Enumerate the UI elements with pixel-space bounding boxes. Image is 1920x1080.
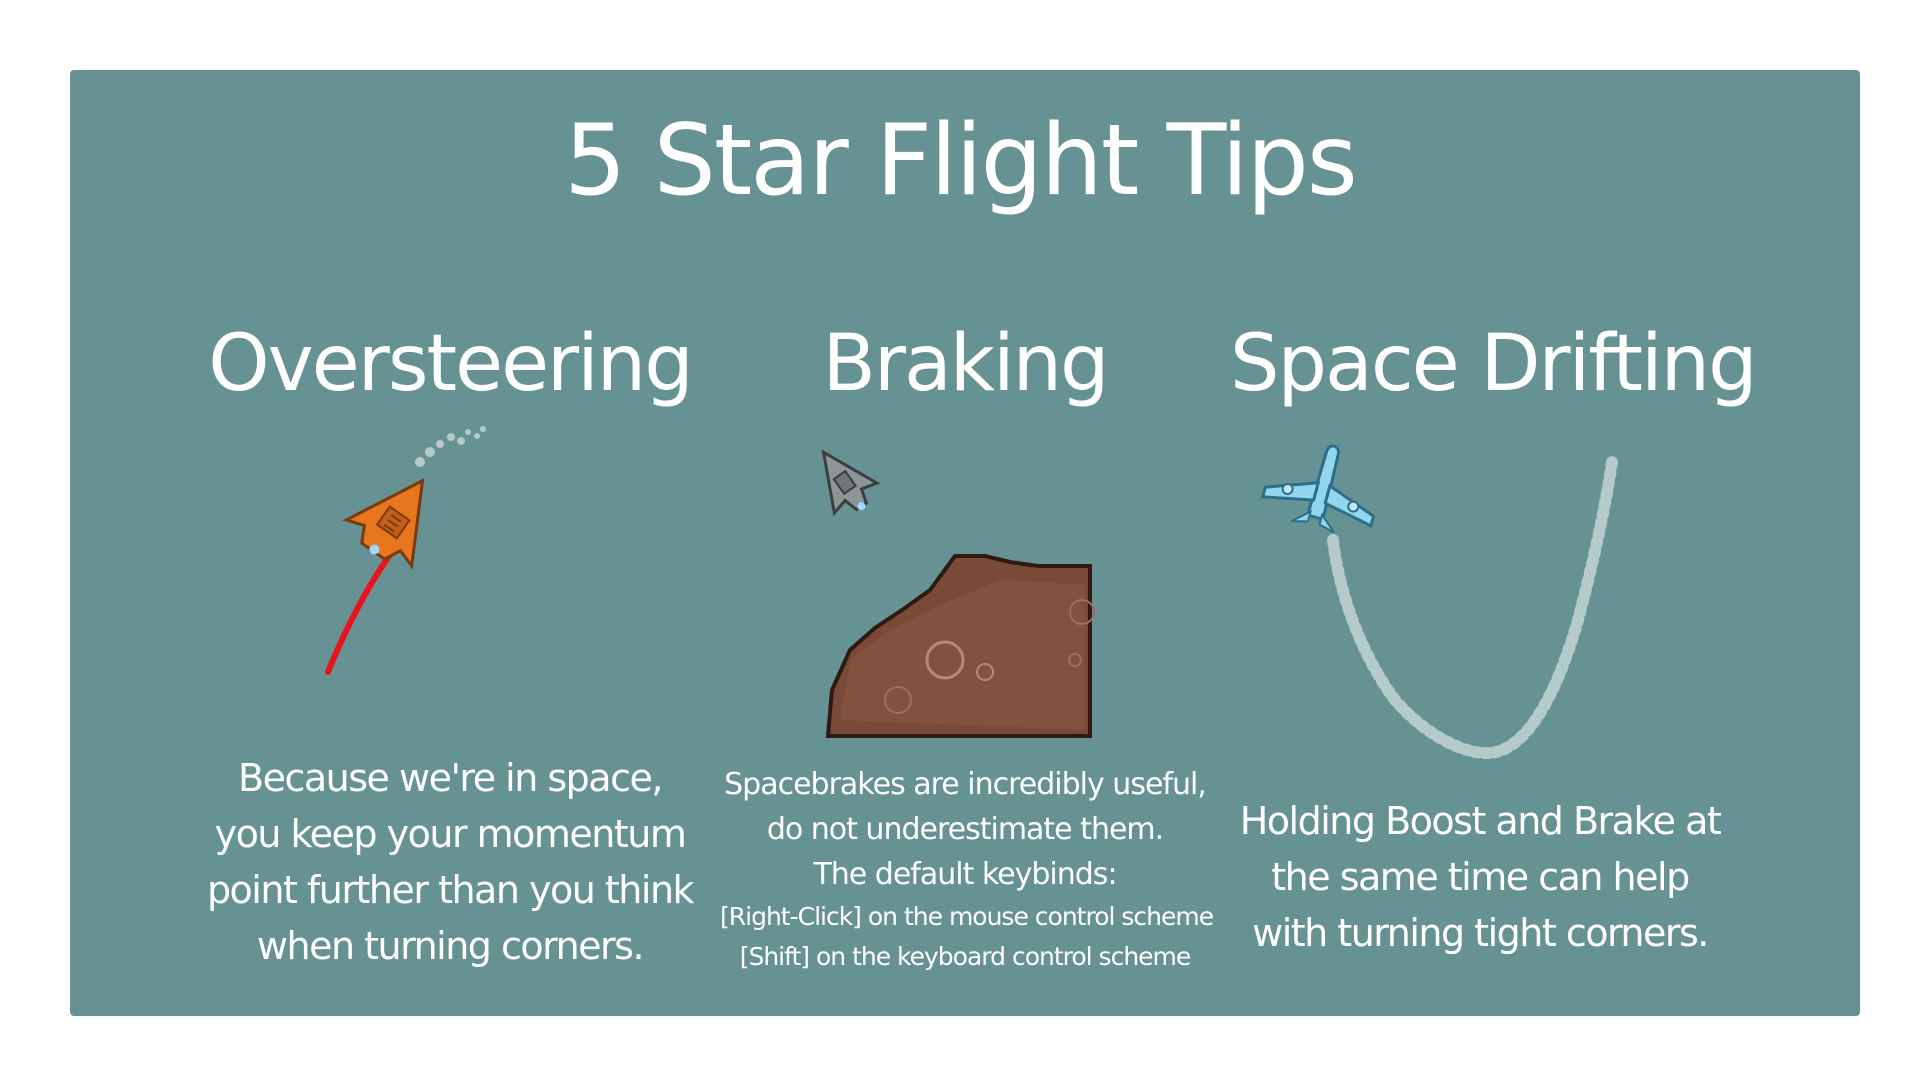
keybind-line-keyboard: [Shift] on the keyboard control scheme [739, 942, 1192, 971]
description-line: the same time can help [1271, 855, 1690, 899]
page-title: 5 Star Flight Tips [564, 104, 1358, 218]
heading-braking: Braking [822, 319, 1109, 409]
description-line: Holding Boost and Brake at [1239, 799, 1722, 843]
description-line: do not underestimate them. [766, 812, 1164, 847]
space-drifting-description: Holding Boost and Brake at the same time… [1230, 793, 1730, 961]
description-line: with turning tight corners. [1252, 911, 1709, 955]
braking-description: Spacebrakes are incredibly useful, do no… [720, 762, 1214, 977]
description-line: Spacebrakes are incredibly useful, [724, 767, 1207, 802]
keybind-line-mouse: [Right-Click] on the mouse control schem… [720, 902, 1214, 931]
description-line: you keep your momentum [214, 812, 687, 856]
description-line: point further than you think [206, 868, 695, 912]
heading-space-drifting: Space Drifting [1230, 319, 1758, 409]
heading-oversteering: Oversteering [208, 319, 694, 409]
description-line: Because we're in space, [238, 756, 663, 800]
description-line: The default keybinds: [813, 857, 1117, 892]
oversteering-description: Because we're in space, you keep your mo… [200, 750, 700, 974]
description-line: when turning corners. [256, 924, 645, 968]
